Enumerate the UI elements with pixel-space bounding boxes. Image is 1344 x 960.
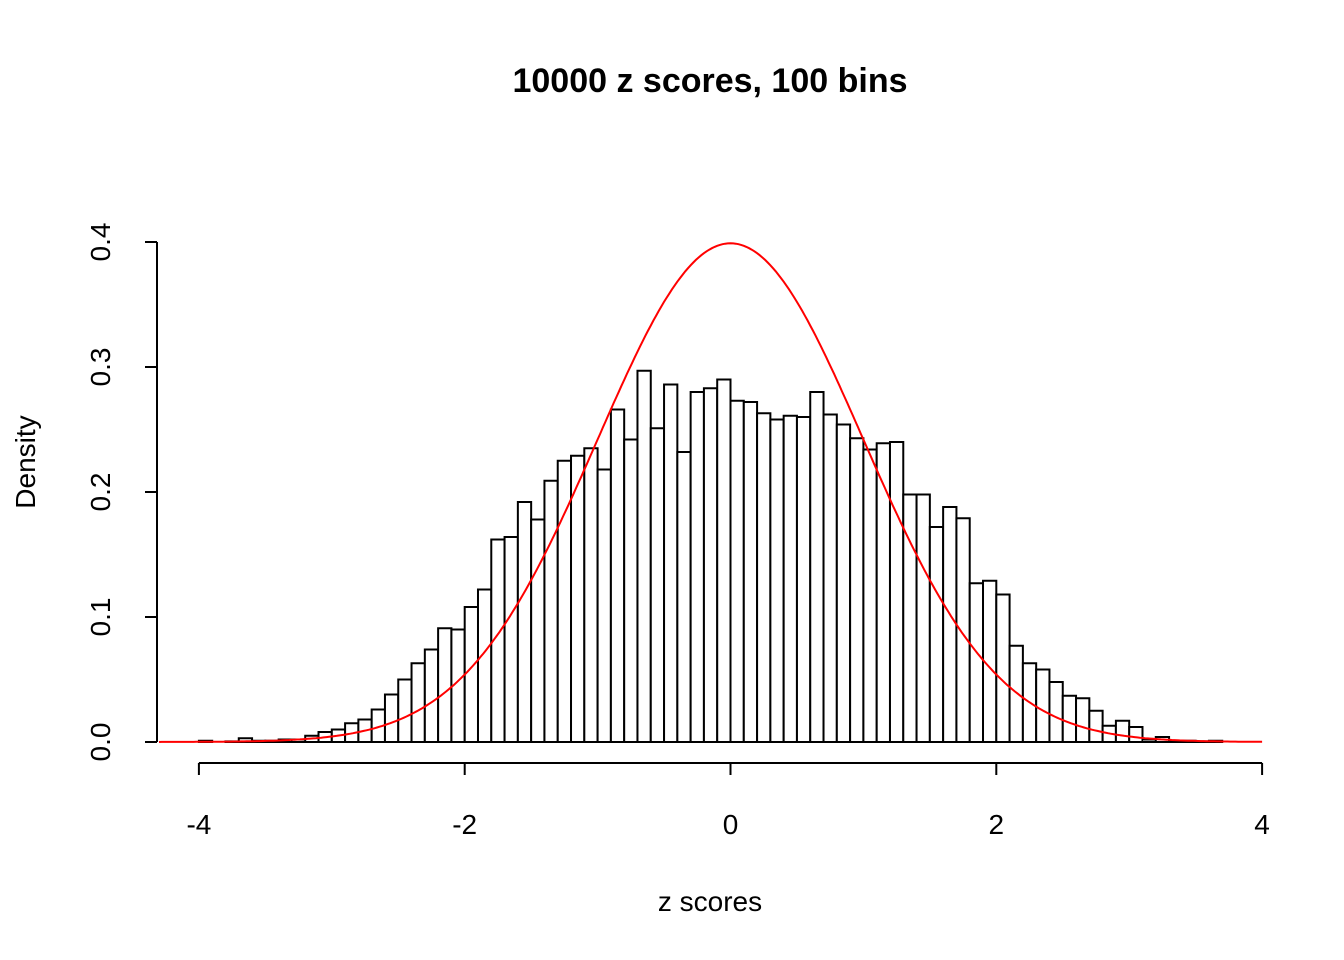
histogram-bar <box>835 423 852 743</box>
bars-group <box>197 369 1224 743</box>
x-tick-label: 4 <box>1254 809 1270 840</box>
x-tick-label: -2 <box>452 809 477 840</box>
histogram-bar <box>1088 709 1104 743</box>
histogram-bar <box>596 468 612 743</box>
y-tick-label: 0.1 <box>85 598 116 637</box>
histogram-bar <box>423 648 440 743</box>
histogram-bar <box>410 662 426 743</box>
histogram-bar <box>530 518 546 743</box>
histogram-bar <box>1035 668 1051 743</box>
y-axis-label: Density <box>10 415 41 508</box>
x-axis-label: z scores <box>658 886 762 917</box>
histogram-bar <box>1141 738 1157 743</box>
chart-title: 10000 z scores, 100 bins <box>512 62 907 100</box>
histogram-bar <box>795 416 812 743</box>
histogram-bar <box>782 414 798 743</box>
histogram-bar <box>676 451 692 743</box>
histogram-bar <box>702 387 719 743</box>
x-tick-label: 0 <box>723 809 739 840</box>
histogram-bar <box>583 447 599 743</box>
normal-density-curve <box>158 242 1263 743</box>
histogram-bar <box>1114 719 1131 743</box>
histogram-bar <box>942 506 958 743</box>
histogram-bar <box>383 693 400 743</box>
histogram-bar <box>915 493 931 743</box>
histogram-bar <box>742 401 759 743</box>
histogram-bar <box>1128 726 1144 743</box>
x-tick-label: -4 <box>186 809 211 840</box>
y-axis: 0.0 0.1 0.2 0.3 0.4 <box>85 223 158 762</box>
y-tick-label: 0.4 <box>85 223 116 262</box>
x-axis: -4 -2 0 2 4 <box>186 762 1270 840</box>
histogram-bar <box>636 369 652 743</box>
histogram-bar <box>822 413 838 743</box>
histogram-bar <box>928 526 945 743</box>
histogram-bar <box>437 627 453 743</box>
histogram-bar <box>809 391 825 743</box>
histogram-bar <box>849 437 865 743</box>
histogram-bar <box>623 438 639 743</box>
y-tick-label: 0.2 <box>85 473 116 512</box>
histogram-bar <box>995 593 1011 743</box>
histogram-bar <box>516 501 533 743</box>
histogram-bar <box>503 536 519 743</box>
y-tick-label: 0.0 <box>85 723 116 762</box>
histogram-bar <box>862 448 878 743</box>
histogram-bar <box>570 454 586 743</box>
histogram-bar <box>769 418 785 743</box>
histogram-bar <box>1048 681 1064 743</box>
histogram-bar <box>649 427 666 743</box>
histogram-bar <box>609 408 626 743</box>
histogram-bar <box>543 479 559 743</box>
histogram-bar <box>663 383 679 743</box>
histogram-bar <box>888 441 905 743</box>
histogram-bar <box>716 378 732 743</box>
y-tick-label: 0.3 <box>85 348 116 387</box>
histogram-bar <box>1008 644 1024 743</box>
histogram-bar <box>955 517 971 743</box>
histogram-bar <box>689 391 705 743</box>
histogram-bar <box>729 399 745 743</box>
histogram-bar <box>1075 697 1091 743</box>
histogram-bar <box>476 588 493 743</box>
histogram-bar <box>397 678 413 743</box>
x-tick-label: 2 <box>989 809 1005 840</box>
histogram-bar <box>756 412 772 743</box>
histogram-bar <box>875 442 891 743</box>
histogram-bar <box>1061 694 1078 743</box>
histogram-bar <box>968 582 985 743</box>
histogram-bar <box>463 606 479 743</box>
